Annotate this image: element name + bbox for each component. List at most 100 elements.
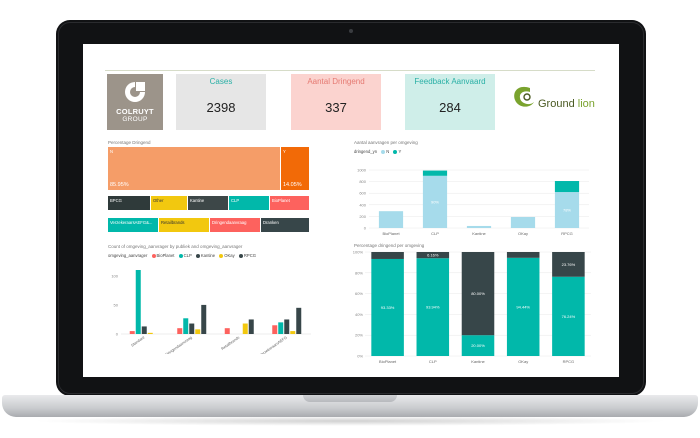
kpi-label: Cases [209,77,233,86]
kpi-card-feedback[interactable]: Feedback Aanvaard 284 [405,74,495,130]
data-label: 80.00% [471,291,485,296]
data-label: 93.33% [381,305,395,310]
kpi-label: Aantal Dringend [307,77,365,86]
bar [189,323,195,334]
treemap-tile-label: Retailbrands [161,220,185,225]
x-tick-label: RPCG [563,359,575,364]
ground-lion-text-2: lion [574,98,595,110]
bar-segment [422,175,448,228]
treemap-tile-bioplanet[interactable]: BioPlanet [270,196,309,210]
bar [296,307,302,334]
bar [177,328,183,334]
count-legend: omgeving_aanvrager BioPlanet CLP Kantine… [108,253,256,258]
y-tick-label: 100% [353,250,364,255]
legend-item-okay: OKay [224,253,235,258]
kpi-card-dringend[interactable]: Aantal Dringend 337 [291,74,381,130]
bar [195,329,201,334]
legend-title: omgeving_aanvrager [108,253,148,258]
x-tick-label: Standard [130,336,145,348]
legend-item-n: N [386,149,390,154]
treemap-tile-clp[interactable]: CLP [229,196,269,210]
data-label: 78% [563,208,571,213]
bar [201,304,207,334]
kpi-value: 284 [439,100,461,115]
treemap-tile-pct: 85.95% [110,182,129,188]
treemap-tile-label: BioPlanet [272,198,290,203]
treemap-tile-verzekeraars[interactable]: VerzekeraarsAEFG&... [108,218,158,232]
legend-item-y: Y [398,149,402,154]
treemap-tile-label: BPCG [110,198,122,203]
legend-swatch-okay [219,253,224,258]
y-tick-label: 100 [111,273,118,278]
bar [147,332,153,334]
treemap-tile-other[interactable]: Other [151,196,187,210]
y-tick-label: 600 [359,191,366,196]
treemap-tile-label: Dringendaanvraag [212,220,247,225]
bar-segment-n [416,258,450,356]
treemap-tile-kantine[interactable]: Kantine [188,196,228,210]
treemap-tile-retailbrands[interactable]: Retailbrands [159,218,209,232]
bar [284,319,290,334]
bar-segment-y [506,252,540,258]
y-tick-label: 0% [357,354,363,359]
count-panel-title: Count of omgeving_aanvrager by publiek a… [108,244,243,249]
count-chart: 0 50 100 Standard Dringendaanvraag Retailbran… [111,270,311,354]
legend-swatch-kantine [195,253,200,258]
y-tick-label: 80% [355,270,363,275]
bar [248,319,254,334]
bar [135,270,141,334]
ground-lion-text: Ground lion [538,98,595,110]
treemap-tile-y[interactable]: Y 14.05% [281,147,309,190]
x-tick-label: Dringendaanvraag [165,336,193,354]
treemap-tile-bpcg[interactable]: BPCG [108,196,150,210]
y-tick-label: 50 [114,302,119,307]
x-tick-label: OKay [518,231,528,236]
legend-title: dringend_yn [354,149,378,154]
data-label: 23.76% [562,262,576,267]
ground-lion-icon [514,86,534,107]
legend-item-rpcg: RPCG [243,253,257,258]
treemap-tile-pct: 14.05% [283,182,302,188]
legend-item-bioplanet: BioPlanet [156,253,175,258]
data-label: 6.16% [427,253,439,258]
bar-segment [466,225,492,228]
legend-swatch-clp [178,253,183,258]
bar [272,325,278,334]
x-tick-label: RPCG [561,231,573,236]
ground-lion-logo: Ground lion [506,76,596,128]
treemap-tile-label: Other [153,198,164,203]
kpi-card-cases[interactable]: Cases 2398 [176,74,266,130]
pct-panel-title: Percentage dringend per omgeving [354,243,425,248]
treemap-tile-label: N [110,149,114,154]
y-tick-label: 0 [364,226,367,231]
data-label: 94.44% [516,304,530,309]
colruyt-logo: COLRUYT GROUP [107,74,163,130]
x-tick-label: CLP [431,231,439,236]
aanvragen-chart: 0 200 400 600 800 1000 BioPlanet 90% CLP Kantine O… [357,168,589,236]
treemap-tile-dringendaanvraag[interactable]: Dringendaanvraag [210,218,260,232]
bar [290,331,296,334]
bar [224,328,230,334]
x-tick-label: Retailbrands [221,335,241,351]
y-tick-label: 0 [116,332,119,337]
treemap-tile-label: Dranken [263,220,279,225]
treemap-tile-label: VerzekeraarsAEFG&... [110,220,153,225]
legend-swatch-bioplanet [151,253,156,258]
header-divider [105,70,595,71]
x-tick-label: Kantine [472,231,486,236]
bar [141,326,147,334]
treemap-tile-n[interactable]: N 85.95% [108,147,280,190]
bar-segment-y [461,252,495,336]
legend-item-kantine: Kantine [200,253,216,258]
y-tick-label: 200 [359,214,366,219]
bar [129,331,135,334]
x-tick-label: Kantine [471,359,485,364]
kpi-value: 2398 [206,100,236,115]
bar-segment [554,181,580,193]
colruyt-mark-icon [125,82,145,102]
y-tick-label: 800 [359,179,366,184]
data-label: 20.00% [471,343,485,348]
dashboard-screen: COLRUYT GROUP Cases 2398 Aantal Dringend… [83,44,619,377]
treemap-tile-dranken[interactable]: Dranken [261,218,309,232]
